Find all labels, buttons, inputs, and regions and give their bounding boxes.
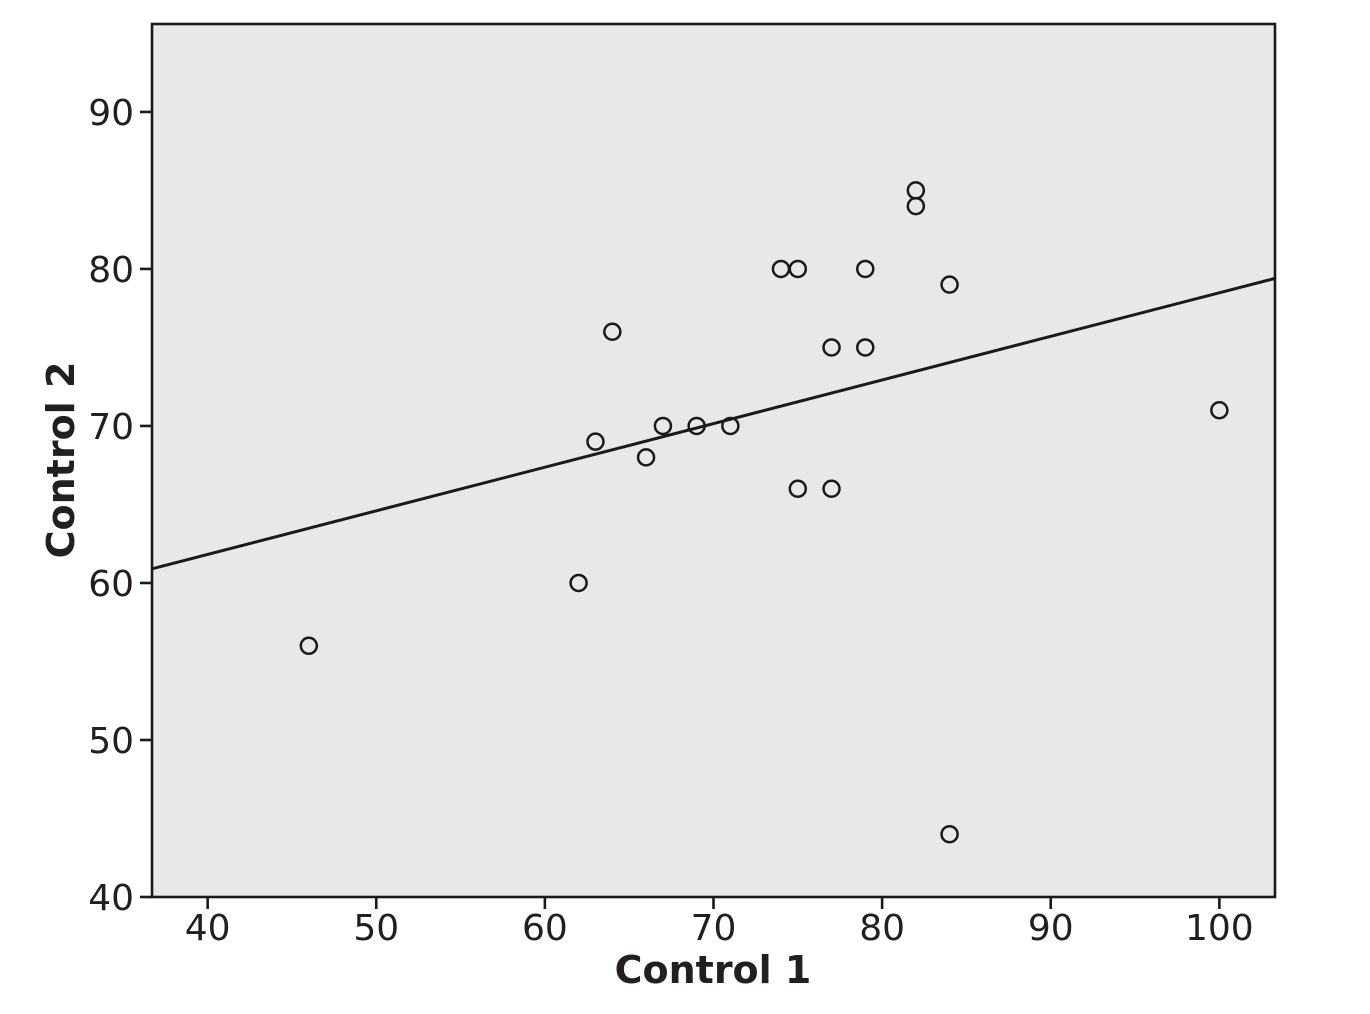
- data-point: [1210, 401, 1229, 420]
- data-point: [856, 259, 875, 279]
- y-axis-ticks: 40 50 60 70 80 90: [88, 93, 152, 919]
- data-point: [906, 181, 926, 200]
- y-tick-label: 80: [88, 250, 134, 291]
- data-point: [636, 448, 656, 467]
- data-point: [940, 275, 959, 294]
- data-points: [299, 181, 1229, 844]
- y-tick-label: 70: [88, 407, 134, 448]
- plot-frame: [150, 22, 1277, 899]
- y-tick-label: 50: [88, 721, 134, 762]
- regression-line: [151, 276, 1276, 571]
- y-tick-label: 40: [88, 878, 134, 919]
- y-tick-label: 90: [88, 93, 134, 134]
- data-point: [299, 636, 319, 656]
- x-tick-label: 50: [353, 908, 399, 949]
- data-point: [856, 338, 875, 357]
- plot-area: [152, 24, 1275, 897]
- x-tick-label: 80: [859, 908, 905, 949]
- x-tick-label: 100: [1185, 908, 1254, 949]
- data-point: [721, 416, 740, 436]
- data-point: [822, 479, 841, 499]
- x-tick-label: 40: [185, 908, 231, 949]
- data-point: [569, 573, 588, 593]
- x-tick-label: 90: [1028, 908, 1074, 949]
- data-point: [586, 432, 605, 451]
- data-point: [788, 259, 808, 279]
- data-point: [653, 416, 673, 436]
- x-axis-ticks: 40 50 60 70 80 90 100: [185, 897, 1254, 949]
- x-axis-title: Control 1: [615, 948, 812, 992]
- data-point: [603, 322, 622, 341]
- y-tick-label: 60: [88, 564, 134, 605]
- y-axis-title: Control 2: [39, 362, 83, 559]
- data-point: [687, 416, 706, 436]
- data-point: [788, 479, 808, 499]
- x-tick-label: 70: [691, 908, 737, 949]
- data-point: [940, 824, 959, 844]
- data-point: [822, 338, 841, 357]
- x-tick-label: 60: [522, 908, 568, 949]
